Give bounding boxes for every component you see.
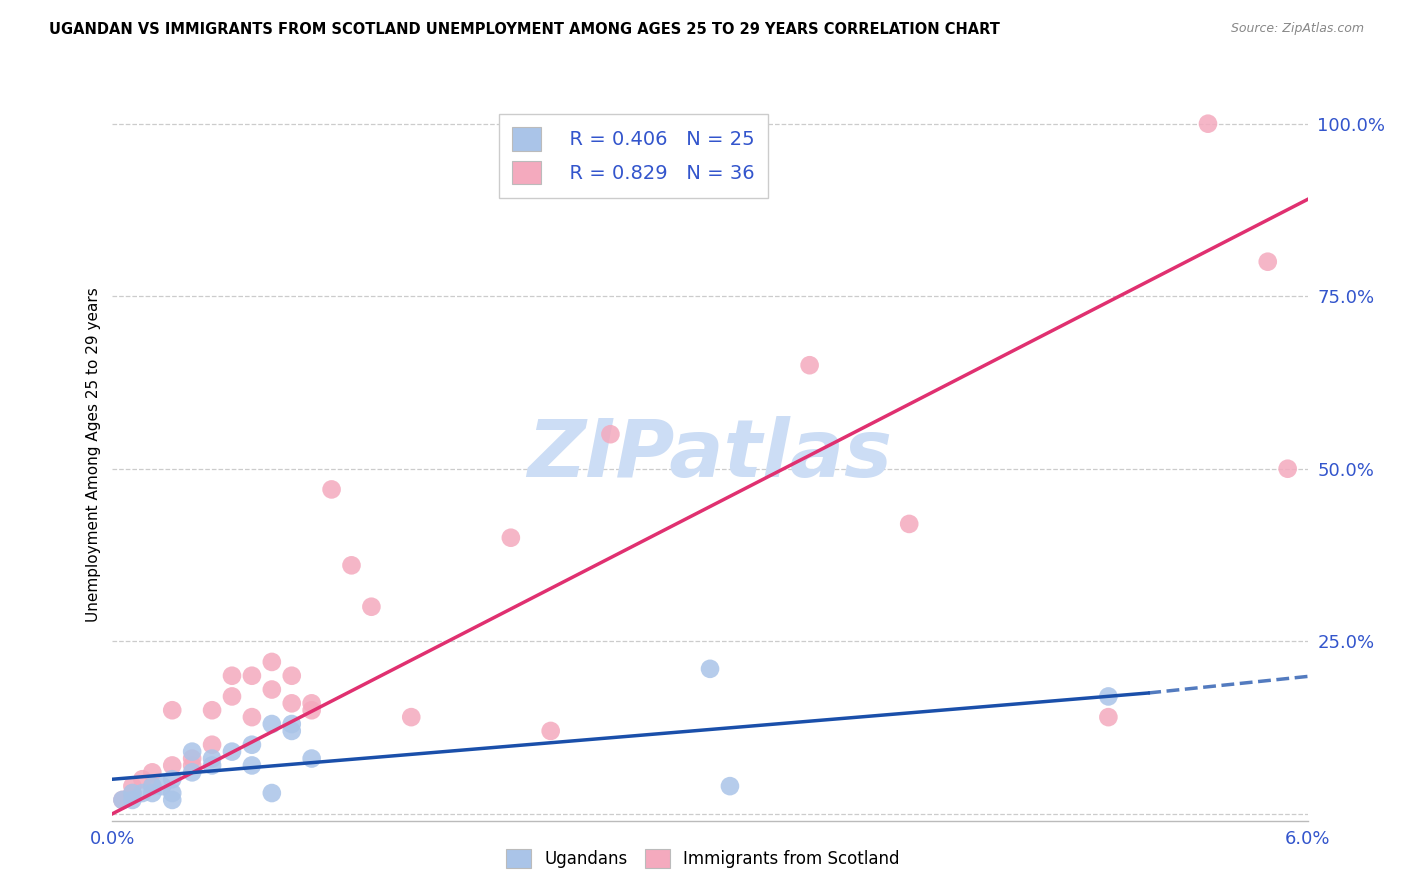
Point — [201, 738, 224, 752]
Point — [240, 758, 263, 772]
Point — [181, 751, 204, 765]
Point — [162, 758, 183, 772]
Point — [1097, 690, 1119, 704]
Point — [121, 793, 143, 807]
Point — [499, 531, 522, 545]
Point — [1257, 254, 1279, 268]
Text: ZIPatlas: ZIPatlas — [527, 416, 893, 494]
Point — [401, 710, 423, 724]
Point — [141, 765, 163, 780]
Point — [240, 669, 263, 683]
Point — [201, 751, 224, 765]
Point — [260, 682, 283, 697]
Point — [111, 793, 134, 807]
Point — [141, 786, 163, 800]
Point — [301, 696, 323, 710]
Point — [181, 765, 204, 780]
Point — [141, 779, 163, 793]
Point — [131, 772, 153, 787]
Point — [360, 599, 382, 614]
Point — [162, 703, 183, 717]
Point — [121, 786, 143, 800]
Point — [260, 655, 283, 669]
Point — [1197, 117, 1219, 131]
Point — [221, 745, 243, 759]
Point — [699, 117, 721, 131]
Legend: Ugandans, Immigrants from Scotland: Ugandans, Immigrants from Scotland — [499, 843, 907, 875]
Point — [162, 772, 183, 787]
Y-axis label: Unemployment Among Ages 25 to 29 years: Unemployment Among Ages 25 to 29 years — [86, 287, 101, 623]
Point — [281, 723, 304, 738]
Point — [301, 751, 323, 765]
Point — [240, 738, 263, 752]
Point — [150, 779, 173, 793]
Point — [1097, 710, 1119, 724]
Point — [141, 779, 163, 793]
Point — [260, 786, 283, 800]
Point — [121, 779, 143, 793]
Point — [301, 703, 323, 717]
Point — [281, 717, 304, 731]
Point — [718, 779, 741, 793]
Point — [599, 427, 621, 442]
Point — [221, 669, 243, 683]
Point — [111, 793, 134, 807]
Point — [201, 758, 224, 772]
Point — [162, 793, 183, 807]
Text: Source: ZipAtlas.com: Source: ZipAtlas.com — [1230, 22, 1364, 36]
Point — [799, 358, 821, 372]
Point — [240, 710, 263, 724]
Point — [221, 690, 243, 704]
Point — [181, 758, 204, 772]
Point — [699, 662, 721, 676]
Point — [898, 516, 921, 531]
Point — [281, 696, 304, 710]
Point — [121, 786, 143, 800]
Point — [162, 786, 183, 800]
Point — [181, 745, 204, 759]
Text: UGANDAN VS IMMIGRANTS FROM SCOTLAND UNEMPLOYMENT AMONG AGES 25 TO 29 YEARS CORRE: UGANDAN VS IMMIGRANTS FROM SCOTLAND UNEM… — [49, 22, 1000, 37]
Point — [1277, 461, 1299, 475]
Point — [340, 558, 363, 573]
Legend:   R = 0.406   N = 25,   R = 0.829   N = 36: R = 0.406 N = 25, R = 0.829 N = 36 — [499, 113, 768, 198]
Point — [131, 786, 153, 800]
Point — [540, 723, 562, 738]
Point — [260, 717, 283, 731]
Point — [281, 669, 304, 683]
Point — [321, 483, 343, 497]
Point — [201, 703, 224, 717]
